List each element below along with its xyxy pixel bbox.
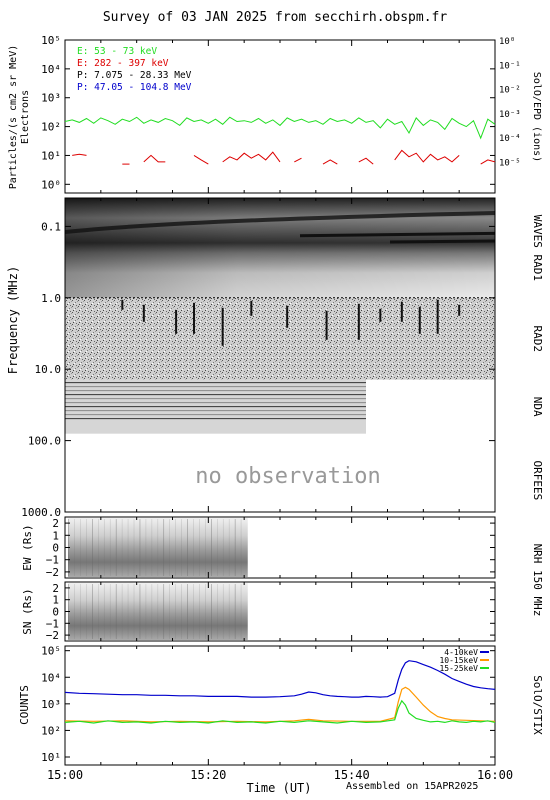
particles-right-tick-label: 10⁻³ xyxy=(499,110,521,120)
stix-panel xyxy=(64,645,496,766)
series-electrons-282-397kev xyxy=(72,153,87,156)
rad1-type3-band xyxy=(299,231,496,238)
series-electrons-282-397kev xyxy=(358,157,374,165)
nrh_ew-image xyxy=(68,518,248,577)
stix-y-tick-label: 10¹ xyxy=(41,751,61,764)
page-title: Survey of 03 JAN 2025 from secchirh.obsp… xyxy=(102,10,448,25)
spectrogram-tick-label: 0.1 xyxy=(41,220,61,233)
series-stix-1525kev xyxy=(64,699,496,724)
particles-right-label: SolO/EPD (ions) xyxy=(531,72,542,162)
nrh_sn-tick-label: 0 xyxy=(52,606,59,619)
particles-right-tick-label: 10⁻⁴ xyxy=(499,134,521,144)
nrh_ew-tick-label: 0 xyxy=(52,542,59,555)
stix-legend-entry: 4-10keV xyxy=(444,648,478,657)
spectrogram-tick-label: 1000.0 xyxy=(21,506,61,519)
series-stix-410kev xyxy=(64,660,496,698)
rad1-emission-band xyxy=(64,211,496,235)
spectrogram-tick-label: 10.0 xyxy=(35,363,62,376)
series-electrons-282-397kev xyxy=(394,149,460,163)
nrh_ew-tick-label: −2 xyxy=(46,566,59,579)
instrument-label: RAD2 xyxy=(531,325,544,352)
stix-right-label: SolO/STIX xyxy=(531,675,544,735)
no-observation-label: no observation xyxy=(195,464,380,489)
instrument-label: NDA xyxy=(531,397,544,417)
stix-y-tick-label: 10³ xyxy=(41,698,61,711)
nrh_sn-tick-label: 1 xyxy=(52,594,59,607)
particles-ylabel-electrons: Electrons xyxy=(20,90,31,144)
particles-y-tick-label: 10⁴ xyxy=(41,63,61,76)
spectrogram-tick-label: 1.0 xyxy=(41,292,61,305)
time-axis-label: Time (UT) xyxy=(246,781,311,795)
nrh_sn-tick-label: 2 xyxy=(52,582,59,595)
nrh_ew-ylabel: EW (Rs) xyxy=(21,524,34,570)
nrh_sn-image xyxy=(68,583,248,640)
rad1-type3-band xyxy=(389,239,496,244)
stix-legend-entry: 10-15keV xyxy=(439,656,478,665)
stix-legend-entry: 15-25keV xyxy=(439,664,478,673)
particles-right-tick-label: 10⁻¹ xyxy=(499,61,521,71)
particles-right-tick-label: 10⁰ xyxy=(499,37,515,47)
instrument-label: WAVES RAD1 xyxy=(531,215,544,281)
time-tick-label: 16:00 xyxy=(477,768,513,782)
nrh_ew-tick-label: 1 xyxy=(52,529,59,542)
series-electrons-282-397kev xyxy=(222,151,281,163)
particles-y-tick-label: 10⁰ xyxy=(41,178,61,191)
series-stix-1015kev xyxy=(64,686,496,723)
nrh_ew-tick-label: 2 xyxy=(52,517,59,530)
time-tick-label: 15:20 xyxy=(190,768,226,782)
nrh_ew-tick-label: −1 xyxy=(46,554,59,567)
particles-right-tick-label: 10⁻⁵ xyxy=(499,158,521,168)
particles-y-tick-label: 10² xyxy=(41,121,61,134)
nrh_sn-tick-label: −2 xyxy=(46,629,59,642)
series-electrons-282-397kev xyxy=(294,157,302,163)
particles-legend-entry: E: 282 - 397 keV xyxy=(77,58,169,69)
time-tick-label: 15:40 xyxy=(334,768,370,782)
particles-legend-entry: P: 7.075 - 28.33 MeV xyxy=(77,70,192,81)
footer-assembled: Assembled on 15APR2025 xyxy=(346,781,479,792)
particles-legend-entry: E: 53 - 73 keV xyxy=(77,46,157,57)
nrh_sn-ylabel: SN (Rs) xyxy=(21,588,34,634)
stix-y-tick-label: 10⁵ xyxy=(41,645,61,658)
particles-legend-entry: P: 47.05 - 104.8 MeV xyxy=(77,82,192,93)
instrument-label: ORFEES xyxy=(531,460,544,500)
particles-y-tick-label: 10¹ xyxy=(41,149,61,162)
series-electrons-282-397kev xyxy=(143,154,166,163)
spectrogram-ylabel: Frequency (MHz) xyxy=(6,266,20,374)
particles-ylabel: Particles/(s cm2 sr MeV) xyxy=(8,45,19,190)
series-electrons-282-397kev xyxy=(193,154,209,165)
spectrogram-tick-label: 100.0 xyxy=(28,435,61,448)
particles-right-tick-label: 10⁻² xyxy=(499,86,521,96)
stix-ylabel: COUNTS xyxy=(18,685,31,725)
particles-y-tick-label: 10³ xyxy=(41,92,61,105)
nrh_sn-tick-label: −1 xyxy=(46,617,59,630)
nrh-label: NRH 150 MHz xyxy=(531,544,544,617)
series-electrons-282-397kev xyxy=(480,159,496,165)
stix-y-tick-label: 10² xyxy=(41,724,61,737)
rad2-dynamic-spectrum xyxy=(65,297,495,380)
particles-y-tick-label: 10⁵ xyxy=(41,34,61,47)
time-tick-label: 15:00 xyxy=(47,768,83,782)
stix-y-tick-label: 10⁴ xyxy=(41,671,61,684)
series-electrons-53-73kev xyxy=(64,116,496,140)
series-electrons-282-397kev xyxy=(322,159,338,165)
